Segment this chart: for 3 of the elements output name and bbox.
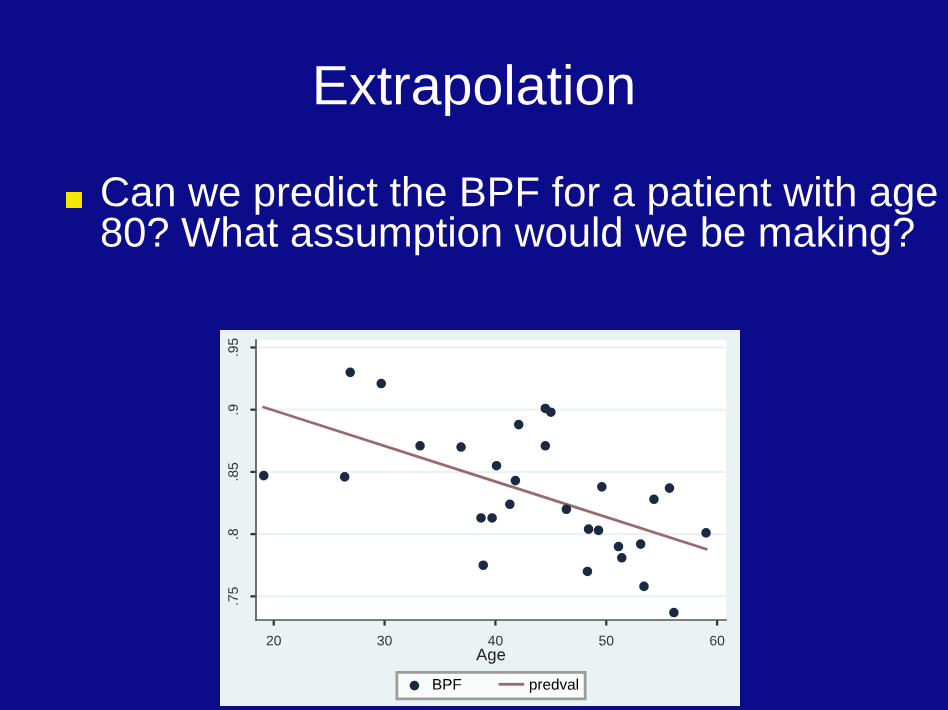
x-axis-title: Age	[476, 648, 506, 664]
chart-title: Extrapolation	[316, 64, 633, 116]
text: Can we predict the BPF for a patient with age 80? What assumption would we be making?	[101, 176, 937, 256]
